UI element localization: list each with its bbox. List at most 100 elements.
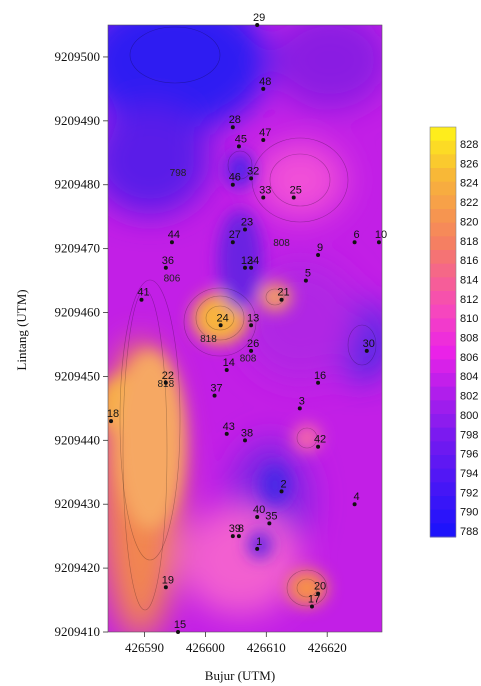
colorbar-label: 812 [460,294,478,306]
station-point [316,591,321,596]
station-label: 43 [223,421,235,433]
colorbar-label: 790 [460,507,478,519]
y-tick-label: 9209480 [55,177,101,192]
station-label: 9 [317,242,323,254]
colorbar-swatch [430,140,456,155]
station-label: 44 [168,229,180,241]
colorbar-label: 800 [460,410,478,422]
station-label: 38 [241,427,253,439]
x-tick-label: 426620 [308,640,347,655]
station-label: 19 [162,574,174,586]
station-label: 28 [229,114,241,126]
station-label: 39 [229,523,241,535]
station-label: 35 [265,510,277,522]
colorbar-swatch [430,359,456,374]
colorbar-label: 806 [460,352,478,364]
station-point [364,348,369,353]
station-label: 45 [235,133,247,145]
y-tick-label: 9209440 [55,432,101,447]
plot-frame [107,24,383,633]
colorbar-swatch [430,263,456,278]
station-point [236,144,241,149]
y-tick-label: 9209410 [55,624,101,639]
station-point [291,195,296,200]
colorbar-swatch [430,154,456,169]
colorbar-label: 824 [460,178,478,190]
colorbar-label: 788 [460,526,478,538]
station-point [261,138,266,143]
colorbar-swatch [430,468,456,483]
station-label: 47 [259,127,271,139]
colorbar-swatch [430,427,456,442]
station-label: 24 [217,312,229,324]
station-point [316,380,321,385]
station-label: 32 [247,165,259,177]
station-point [249,348,254,353]
station-label: 1 [256,536,262,548]
colorbar-swatch [430,291,456,306]
x-tick-label: 426600 [186,640,225,655]
colorbar-label: 820 [460,216,478,228]
colorbar-swatch [430,304,456,319]
station-label: 12 [241,255,253,267]
station-point [212,393,217,398]
colorbar-label: 822 [460,197,478,209]
station-point [224,431,229,436]
contour-label: 808 [240,353,257,364]
colorbar-label: 816 [460,255,478,267]
station-point [249,265,254,270]
station-label: 34 [247,255,259,267]
station-point [267,521,272,526]
station-point [255,546,260,551]
station-label: 41 [137,287,149,299]
station-point [297,406,302,411]
station-label: 46 [229,172,241,184]
station-label: 22 [162,370,174,382]
station-point [218,323,223,328]
station-point [352,502,357,507]
colorbar-label: 808 [460,333,478,345]
colorbar-label: 794 [460,468,478,480]
x-axis-title: Bujur (UTM) [205,668,275,683]
station-point [163,380,168,385]
contour-label: 806 [164,273,181,284]
station-label: 21 [277,287,289,299]
colorbar-swatch [430,195,456,210]
station-point [249,176,254,181]
station-label: 42 [314,434,326,446]
station-label: 25 [290,185,302,197]
station-point [316,253,321,258]
contour-label: 808 [273,238,290,249]
colorbar-label: 792 [460,487,478,499]
station-label: 16 [314,370,326,382]
station-label: 17 [308,593,320,605]
y-tick-label: 9209500 [55,49,101,64]
x-tick-label: 426590 [125,640,164,655]
y-tick-label: 9209420 [55,560,101,575]
colorbar-swatch [430,523,456,538]
station-point [352,240,357,245]
station-label: 33 [259,185,271,197]
station-point [230,240,235,245]
station-point [261,195,266,200]
colorbar-label: 826 [460,158,478,170]
colorbar-swatch [430,236,456,251]
station-label: 23 [241,216,253,228]
colorbar-label: 804 [460,371,478,383]
station-point [303,278,308,283]
colorbar-swatch [430,209,456,224]
x-axis: 426590 426600 426610 426620 [125,632,347,655]
colorbar-swatch [430,482,456,497]
station-label: 5 [305,268,311,280]
station-label: 29 [253,12,265,24]
colorbar-frame [429,126,457,538]
station-label: 13 [247,312,259,324]
station-point [309,604,314,609]
station-point [243,265,247,270]
station-label: 20 [314,581,326,593]
station-point [279,489,284,494]
colorbar-label: 814 [460,274,478,286]
contour-label: 798 [170,168,187,179]
colorbar-label: 802 [460,391,478,403]
station-label: 2 [280,478,286,490]
